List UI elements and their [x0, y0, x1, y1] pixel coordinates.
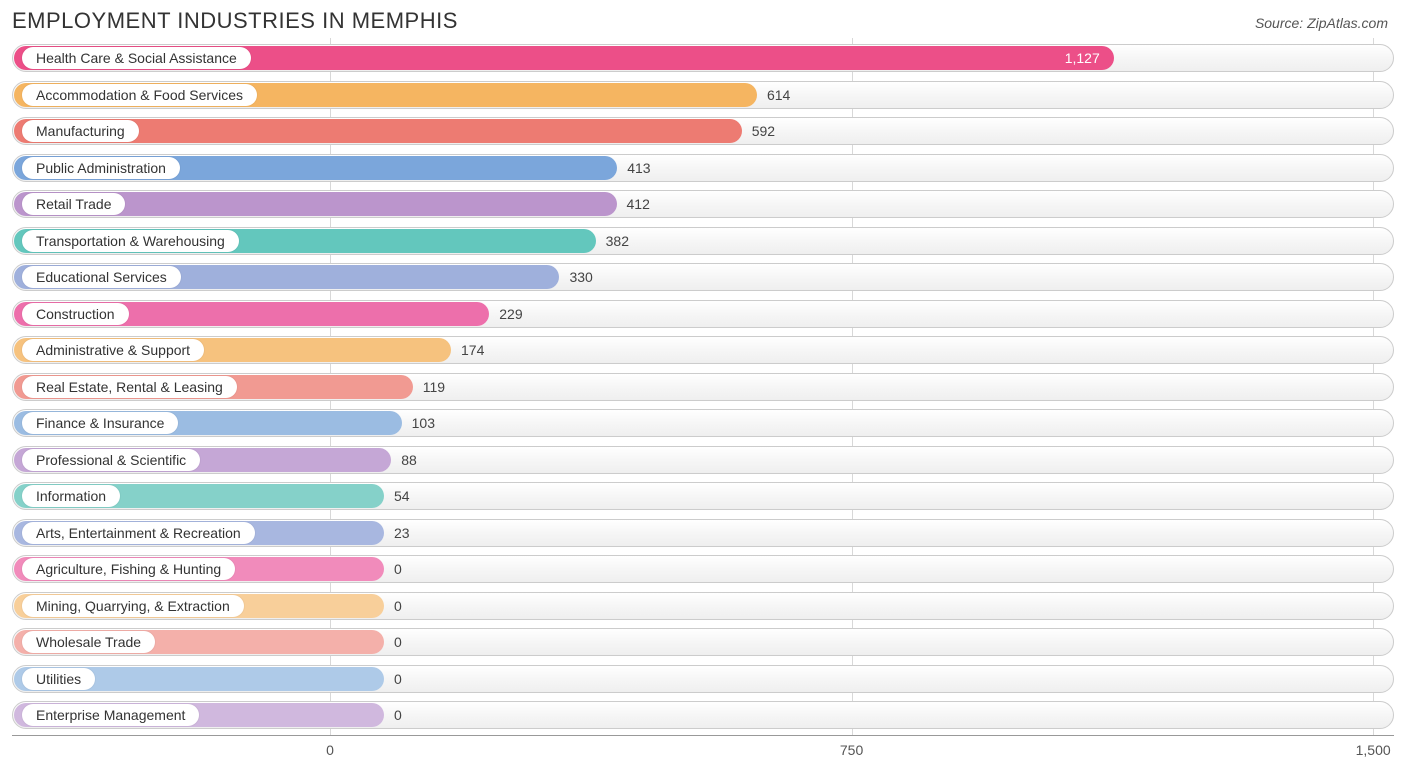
bar-label-pill: Arts, Entertainment & Recreation: [22, 522, 255, 544]
bar-value: 1,127: [1065, 50, 1100, 66]
bar-row: Real Estate, Rental & Leasing 119: [12, 373, 1394, 401]
bar-row: Information 54: [12, 482, 1394, 510]
bar-value: 23: [394, 525, 410, 541]
bar-row: Educational Services 330: [12, 263, 1394, 291]
chart-source: Source: ZipAtlas.com: [1255, 15, 1388, 31]
bar-label-pill: Public Administration: [22, 157, 180, 179]
bar-value: 54: [394, 488, 410, 504]
bars-container: Health Care & Social Assistance 1,127 Acco…: [12, 44, 1394, 729]
x-tick-label: 0: [326, 742, 334, 758]
bar-label-pill: Finance & Insurance: [22, 412, 178, 434]
bar-label-pill: Real Estate, Rental & Leasing: [22, 376, 237, 398]
bar-value: 330: [569, 269, 592, 285]
bar-row: Administrative & Support 174: [12, 336, 1394, 364]
bar-label-pill: Retail Trade: [22, 193, 125, 215]
bar-value: 592: [752, 123, 775, 139]
x-tick-label: 1,500: [1356, 742, 1391, 758]
x-axis: 0 750 1,500: [12, 736, 1394, 766]
bar-value: 0: [394, 634, 402, 650]
bar-row: Enterprise Management 0: [12, 701, 1394, 729]
bar-label-pill: Educational Services: [22, 266, 181, 288]
bar-row: Manufacturing 592: [12, 117, 1394, 145]
bar-value: 103: [412, 415, 435, 431]
bar-value: 88: [401, 452, 417, 468]
bar-label-pill: Transportation & Warehousing: [22, 230, 239, 252]
bar-value: 413: [627, 160, 650, 176]
bar-value: 174: [461, 342, 484, 358]
bar-row: Finance & Insurance 103: [12, 409, 1394, 437]
bar-value: 0: [394, 598, 402, 614]
bar-row: Construction 229: [12, 300, 1394, 328]
bar-value: 229: [499, 306, 522, 322]
bar-label-pill: Health Care & Social Assistance: [22, 47, 251, 69]
bar-label-pill: Professional & Scientific: [22, 449, 200, 471]
bar-label-pill: Accommodation & Food Services: [22, 84, 257, 106]
bar-label-pill: Information: [22, 485, 120, 507]
bar-label-pill: Agriculture, Fishing & Hunting: [22, 558, 235, 580]
plot-area: Health Care & Social Assistance 1,127 Acco…: [12, 38, 1394, 736]
bar-value: 0: [394, 561, 402, 577]
bar-row: Retail Trade 412: [12, 190, 1394, 218]
bar-label-pill: Utilities: [22, 668, 95, 690]
chart: Health Care & Social Assistance 1,127 Acco…: [12, 38, 1394, 766]
bar-row: Utilities 0: [12, 665, 1394, 693]
bar-value: 0: [394, 707, 402, 723]
bar-row: Public Administration 413: [12, 154, 1394, 182]
bar-value: 119: [423, 379, 445, 395]
bar-row: Transportation & Warehousing 382: [12, 227, 1394, 255]
bar-row: Mining, Quarrying, & Extraction 0: [12, 592, 1394, 620]
bar-value: 614: [767, 87, 790, 103]
x-tick-label: 750: [840, 742, 863, 758]
bar-label-pill: Administrative & Support: [22, 339, 204, 361]
bar-value: 412: [627, 196, 650, 212]
source-prefix: Source:: [1255, 15, 1307, 31]
bar-value: 382: [606, 233, 629, 249]
bar-label-pill: Construction: [22, 303, 129, 325]
bar-row: Arts, Entertainment & Recreation 23: [12, 519, 1394, 547]
bar-value: 0: [394, 671, 402, 687]
bar-label-pill: Enterprise Management: [22, 704, 199, 726]
chart-header: EMPLOYMENT INDUSTRIES IN MEMPHIS Source:…: [0, 0, 1406, 38]
bar-label-pill: Manufacturing: [22, 120, 139, 142]
bar-row: Wholesale Trade 0: [12, 628, 1394, 656]
bar-row: Health Care & Social Assistance 1,127: [12, 44, 1394, 72]
bar-row: Agriculture, Fishing & Hunting 0: [12, 555, 1394, 583]
bar-label-pill: Mining, Quarrying, & Extraction: [22, 595, 244, 617]
source-name: ZipAtlas.com: [1307, 15, 1388, 31]
chart-title: EMPLOYMENT INDUSTRIES IN MEMPHIS: [12, 8, 458, 34]
bar-label-pill: Wholesale Trade: [22, 631, 155, 653]
bar-row: Accommodation & Food Services 614: [12, 81, 1394, 109]
bar-row: Professional & Scientific 88: [12, 446, 1394, 474]
